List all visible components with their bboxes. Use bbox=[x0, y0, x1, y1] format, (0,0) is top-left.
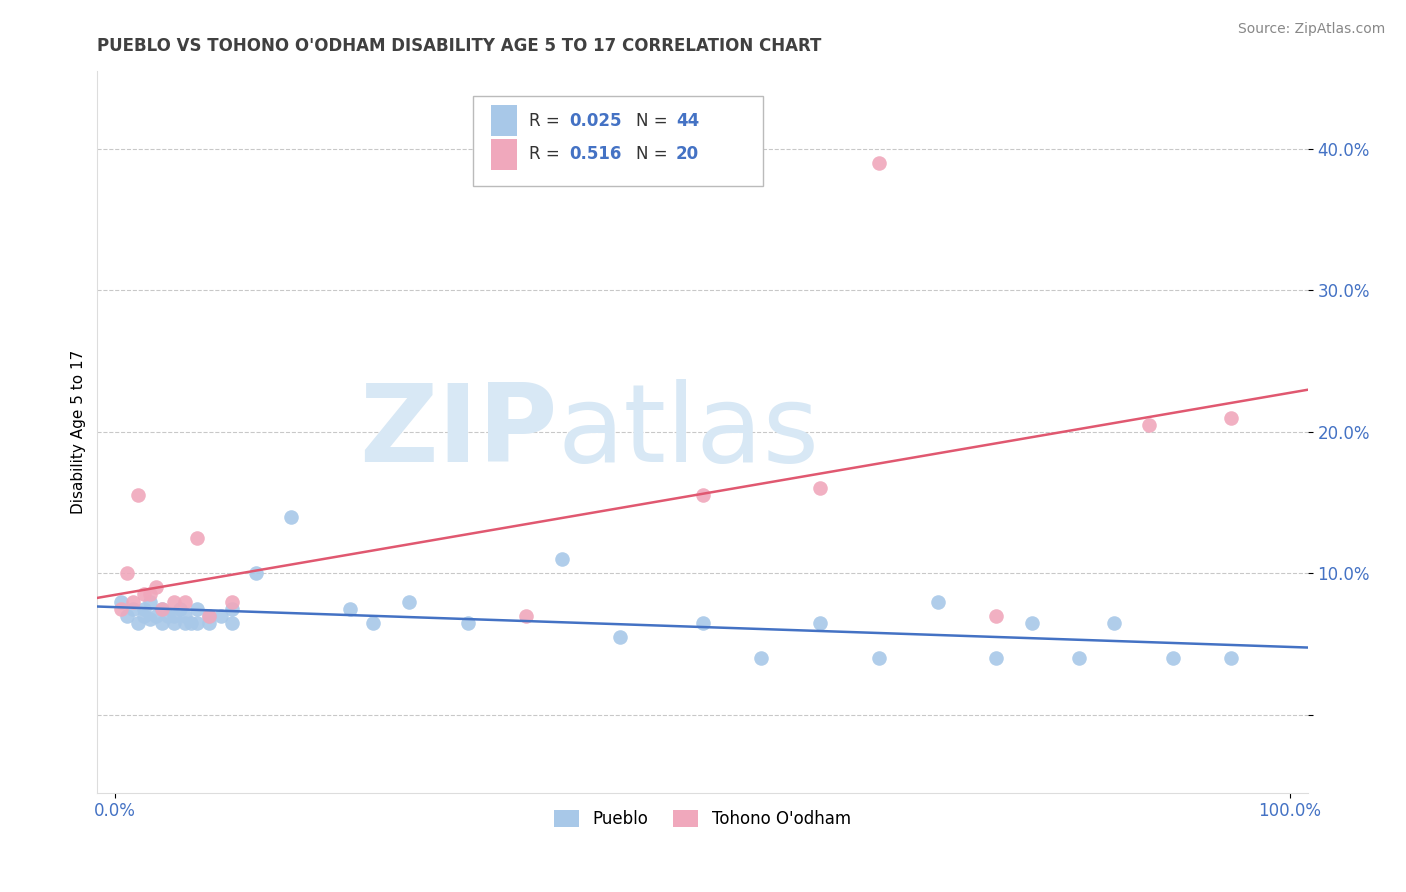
Text: N =: N = bbox=[636, 112, 673, 129]
Point bbox=[163, 594, 186, 608]
Point bbox=[1102, 615, 1125, 630]
Point bbox=[692, 488, 714, 502]
Point bbox=[280, 509, 302, 524]
Point bbox=[174, 608, 197, 623]
Point bbox=[209, 608, 232, 623]
Point bbox=[986, 608, 1008, 623]
Point bbox=[134, 601, 156, 615]
Point bbox=[1067, 651, 1090, 665]
Point bbox=[115, 566, 138, 581]
Point bbox=[457, 615, 479, 630]
Point bbox=[180, 615, 202, 630]
Point bbox=[134, 608, 156, 623]
Point bbox=[221, 615, 243, 630]
Point bbox=[174, 615, 197, 630]
Point bbox=[1161, 651, 1184, 665]
Point bbox=[609, 630, 631, 644]
Point bbox=[186, 615, 208, 630]
Point bbox=[134, 587, 156, 601]
Point bbox=[150, 601, 173, 615]
Point bbox=[163, 615, 186, 630]
Text: 0.025: 0.025 bbox=[569, 112, 621, 129]
Text: 20: 20 bbox=[676, 145, 699, 163]
Point bbox=[145, 581, 167, 595]
Point bbox=[145, 608, 167, 623]
Point bbox=[221, 601, 243, 615]
Point bbox=[927, 594, 949, 608]
Point bbox=[121, 601, 143, 615]
Point bbox=[127, 488, 149, 502]
Point bbox=[150, 601, 173, 615]
Point bbox=[749, 651, 772, 665]
Point bbox=[808, 481, 831, 495]
Point bbox=[139, 594, 162, 608]
Point bbox=[115, 608, 138, 623]
Point bbox=[121, 594, 143, 608]
Point bbox=[868, 651, 890, 665]
Point bbox=[198, 615, 221, 630]
Legend: Pueblo, Tohono O'odham: Pueblo, Tohono O'odham bbox=[547, 804, 858, 835]
Text: R =: R = bbox=[530, 112, 565, 129]
Point bbox=[174, 594, 197, 608]
Point bbox=[221, 594, 243, 608]
FancyBboxPatch shape bbox=[491, 105, 517, 136]
Text: Source: ZipAtlas.com: Source: ZipAtlas.com bbox=[1237, 22, 1385, 37]
Point bbox=[139, 587, 162, 601]
Text: N =: N = bbox=[636, 145, 673, 163]
Point bbox=[150, 615, 173, 630]
Point bbox=[198, 608, 221, 623]
Point bbox=[186, 531, 208, 545]
Point bbox=[198, 608, 221, 623]
Text: ZIP: ZIP bbox=[359, 379, 557, 484]
Text: R =: R = bbox=[530, 145, 565, 163]
Point bbox=[169, 601, 191, 615]
Point bbox=[186, 601, 208, 615]
Point bbox=[363, 615, 385, 630]
Point bbox=[139, 611, 162, 625]
Point bbox=[163, 608, 186, 623]
Point bbox=[398, 594, 420, 608]
Point bbox=[868, 155, 890, 169]
Point bbox=[1137, 417, 1160, 432]
Point bbox=[1021, 615, 1043, 630]
Text: PUEBLO VS TOHONO O'ODHAM DISABILITY AGE 5 TO 17 CORRELATION CHART: PUEBLO VS TOHONO O'ODHAM DISABILITY AGE … bbox=[97, 37, 821, 55]
Point bbox=[986, 651, 1008, 665]
Point bbox=[339, 601, 361, 615]
FancyBboxPatch shape bbox=[491, 139, 517, 169]
Point bbox=[515, 608, 537, 623]
Point bbox=[127, 615, 149, 630]
Point bbox=[808, 615, 831, 630]
FancyBboxPatch shape bbox=[472, 96, 763, 186]
Text: 0.516: 0.516 bbox=[569, 145, 621, 163]
Point bbox=[156, 608, 179, 623]
Text: atlas: atlas bbox=[557, 379, 820, 484]
Text: 44: 44 bbox=[676, 112, 699, 129]
Point bbox=[110, 601, 132, 615]
Point bbox=[692, 615, 714, 630]
Point bbox=[110, 594, 132, 608]
Point bbox=[1220, 651, 1243, 665]
Y-axis label: Disability Age 5 to 17: Disability Age 5 to 17 bbox=[72, 350, 86, 514]
Point bbox=[550, 552, 572, 566]
Point bbox=[1220, 410, 1243, 425]
Point bbox=[245, 566, 267, 581]
